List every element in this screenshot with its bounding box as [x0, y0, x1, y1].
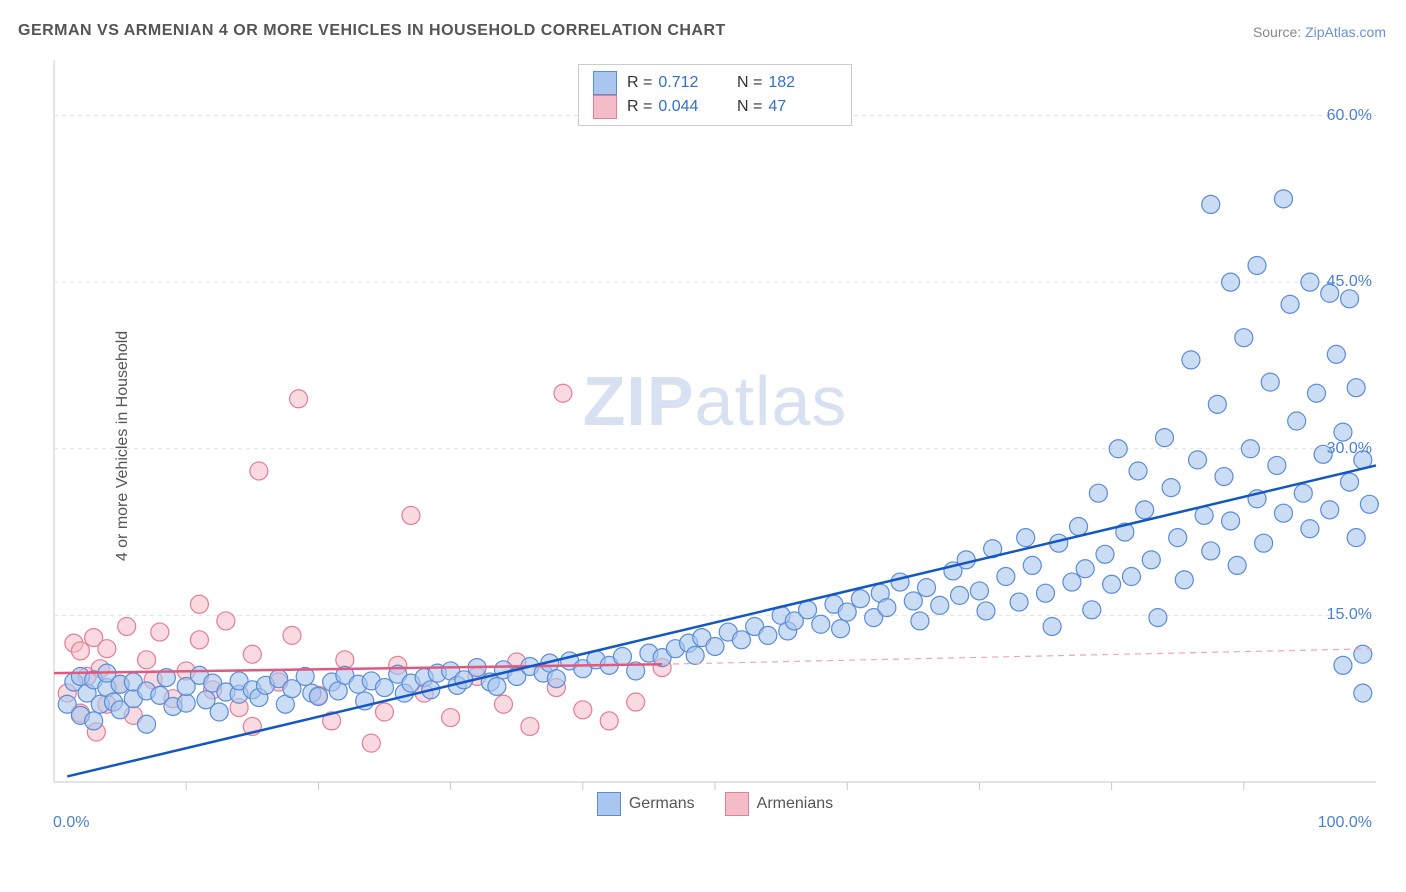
legend-label-germans: Germans: [629, 795, 695, 813]
legend-stats: R = 0.712 N = 182 R = 0.044 N = 47: [578, 64, 852, 126]
swatch-germans: [593, 71, 617, 95]
legend-item-germans: Germans: [597, 792, 695, 816]
legend-stats-row: R = 0.712 N = 182: [593, 71, 837, 95]
y-tick-label: 45.0%: [1327, 273, 1372, 291]
y-tick-label: 60.0%: [1327, 107, 1372, 125]
n-value-armenians: 47: [768, 95, 786, 119]
x-tick-label-min: 0.0%: [53, 814, 89, 832]
source-link[interactable]: ZipAtlas.com: [1305, 24, 1386, 40]
r-value-armenians: 0.044: [658, 95, 698, 119]
r-label: R =: [627, 71, 652, 95]
r-label: R =: [627, 95, 652, 119]
legend-stats-row: R = 0.044 N = 47: [593, 95, 837, 119]
swatch-germans-icon: [597, 792, 621, 816]
x-tick-label-max: 100.0%: [1318, 814, 1372, 832]
y-tick-label: 30.0%: [1327, 440, 1372, 458]
scatter-plot-svg: [50, 56, 1380, 822]
legend-series: Germans Armenians: [50, 792, 1380, 816]
plot-area: ZIPatlas R = 0.712 N = 182 R = 0.044 N =…: [50, 56, 1380, 822]
r-value-germans: 0.712: [658, 71, 698, 95]
source-attribution: Source: ZipAtlas.com: [1253, 24, 1386, 40]
source-prefix: Source:: [1253, 24, 1305, 40]
swatch-armenians-icon: [725, 792, 749, 816]
chart-title: GERMAN VS ARMENIAN 4 OR MORE VEHICLES IN…: [18, 22, 726, 40]
swatch-armenians: [593, 95, 617, 119]
n-label: N =: [737, 95, 762, 119]
n-label: N =: [737, 71, 762, 95]
legend-label-armenians: Armenians: [757, 795, 833, 813]
y-tick-label: 15.0%: [1327, 606, 1372, 624]
legend-item-armenians: Armenians: [725, 792, 833, 816]
n-value-germans: 182: [768, 71, 795, 95]
